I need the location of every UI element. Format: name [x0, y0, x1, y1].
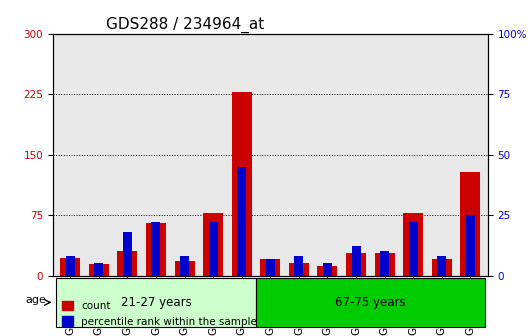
FancyBboxPatch shape: [56, 278, 256, 327]
Legend: count, percentile rank within the sample: count, percentile rank within the sample: [58, 297, 261, 331]
Bar: [237, 167, 246, 276]
Bar: [289, 263, 309, 276]
Text: 67-75 years: 67-75 years: [335, 296, 405, 309]
Bar: [403, 213, 423, 276]
Text: age: age: [25, 295, 46, 305]
Bar: [232, 92, 252, 276]
Bar: [66, 256, 75, 276]
Bar: [89, 264, 109, 276]
Bar: [174, 261, 195, 276]
Bar: [323, 263, 332, 276]
Bar: [346, 253, 366, 276]
Bar: [94, 263, 103, 276]
Bar: [203, 213, 223, 276]
Bar: [351, 247, 360, 276]
Bar: [294, 256, 303, 276]
Bar: [180, 256, 189, 276]
Bar: [117, 251, 137, 276]
Text: 21-27 years: 21-27 years: [120, 296, 191, 309]
Bar: [437, 256, 446, 276]
Bar: [409, 222, 418, 276]
Bar: [60, 258, 80, 276]
Bar: [152, 222, 161, 276]
Bar: [380, 251, 389, 276]
Bar: [260, 259, 280, 276]
Bar: [209, 222, 218, 276]
Bar: [317, 266, 338, 276]
Bar: [266, 259, 275, 276]
Bar: [461, 172, 481, 276]
Bar: [146, 223, 166, 276]
FancyBboxPatch shape: [256, 278, 485, 327]
Bar: [466, 215, 475, 276]
Bar: [375, 253, 395, 276]
Text: GDS288 / 234964_at: GDS288 / 234964_at: [107, 17, 264, 33]
Bar: [432, 259, 452, 276]
Bar: [123, 232, 132, 276]
